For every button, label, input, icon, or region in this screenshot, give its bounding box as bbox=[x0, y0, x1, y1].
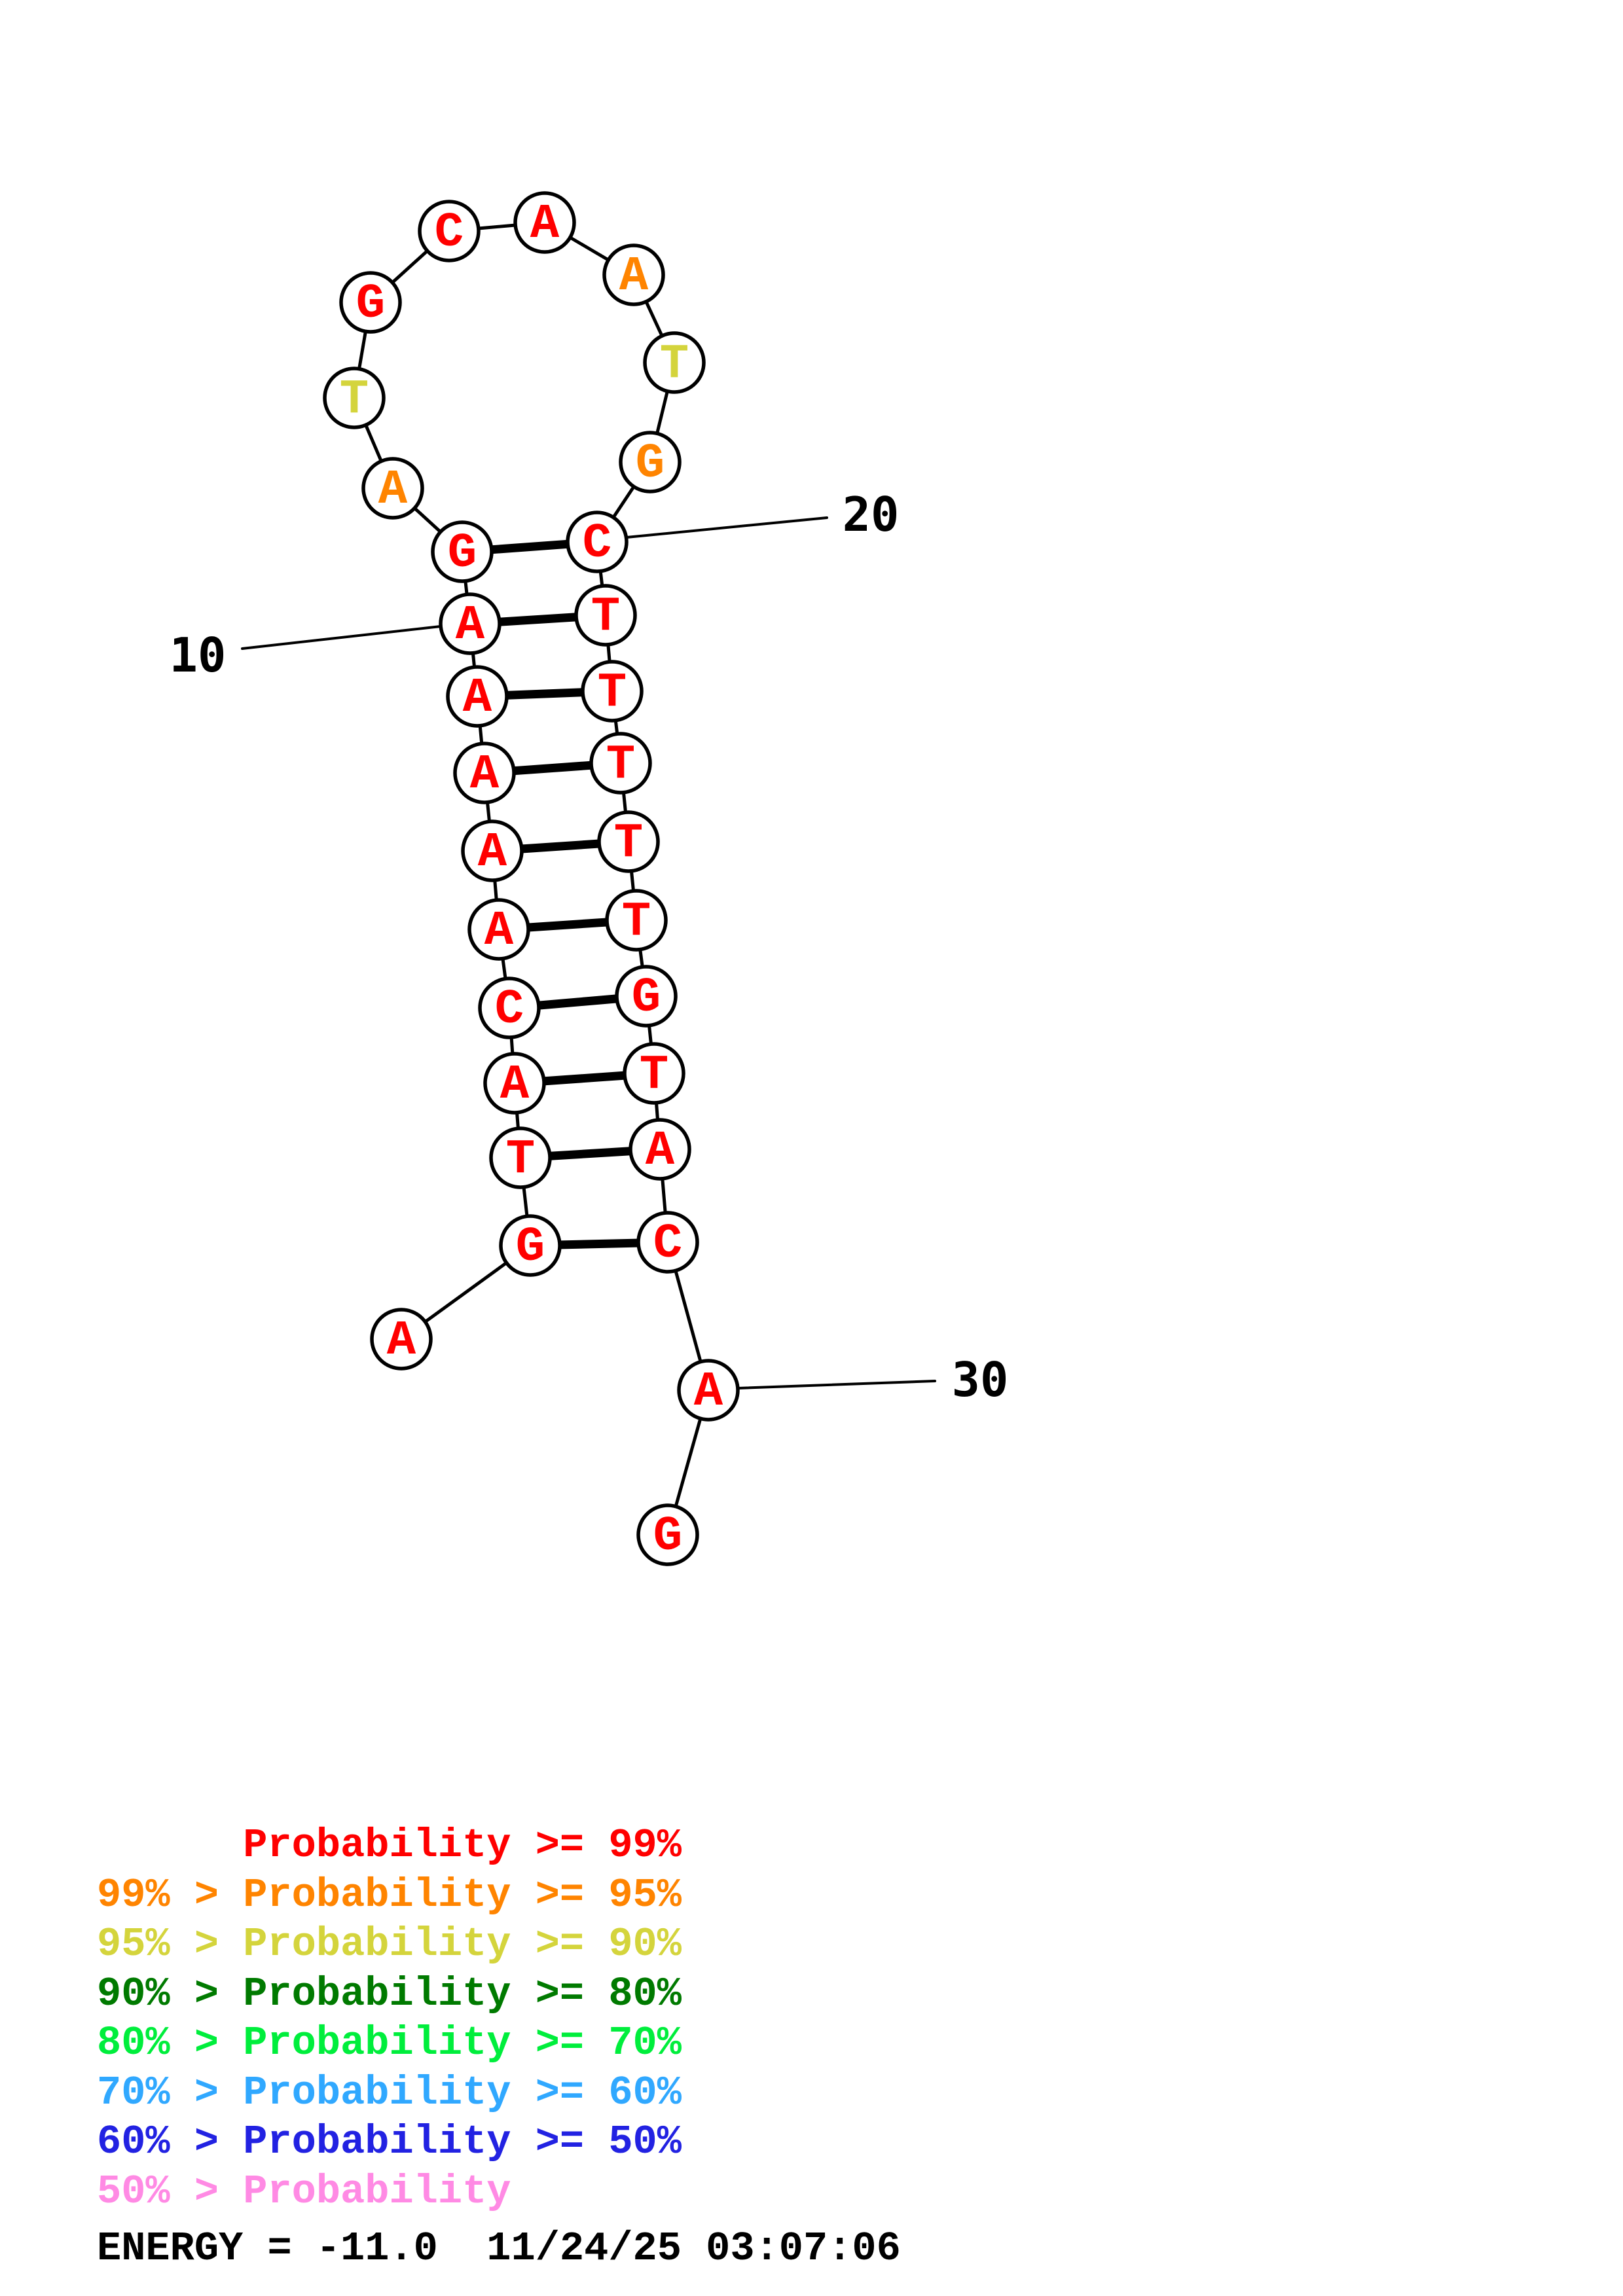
nucleotide-letter-28-A: A bbox=[646, 1124, 675, 1179]
nucleotide-letter-17-A: A bbox=[619, 249, 649, 304]
nucleotide-circle-18 bbox=[643, 331, 706, 394]
nucleotide-letter-8-A: A bbox=[470, 747, 500, 802]
nucleotide-letter-12-A: A bbox=[378, 463, 408, 518]
nucleotide-letter-3-T: T bbox=[506, 1132, 535, 1187]
legend-row-lt50: 50% > Probability bbox=[97, 2168, 511, 2215]
nucleotide-letter-11-G: G bbox=[448, 526, 477, 581]
nucleotide-letter-30-A: A bbox=[694, 1365, 723, 1420]
nucleotide-circle-26 bbox=[615, 965, 678, 1028]
nucleotide-circle-29 bbox=[636, 1211, 699, 1274]
position-label-20: 20 bbox=[843, 487, 900, 542]
nucleotide-letter-16-A: A bbox=[530, 197, 560, 252]
nucleotide-letter-2-G: G bbox=[516, 1220, 545, 1275]
nucleotide-letter-10-A: A bbox=[456, 598, 485, 653]
nucleotide-circle-21 bbox=[574, 584, 637, 647]
nucleotide-circle-8 bbox=[453, 742, 516, 804]
nucleotide-circle-20 bbox=[566, 511, 629, 573]
nucleotide-letter-27-T: T bbox=[640, 1048, 668, 1103]
position-labels: 10 20 30 bbox=[170, 487, 1009, 1407]
nucleotide-circle-5 bbox=[478, 977, 541, 1039]
nucleotide-circle-27 bbox=[623, 1042, 685, 1105]
energy-footer: ENERGY = -11.0 11/24/25 03:07:06 bbox=[97, 2225, 901, 2272]
nucleotide-circle-30 bbox=[677, 1359, 740, 1422]
position-leader-lines bbox=[241, 516, 936, 1390]
nucleotide-circle-11 bbox=[431, 520, 494, 583]
legend-row-p95: 99% > Probability >= 95% bbox=[97, 1871, 682, 1918]
nucleotide-circle-6 bbox=[467, 898, 530, 961]
nucleotide-circle-3 bbox=[489, 1126, 552, 1189]
nucleotide-circle-16 bbox=[513, 191, 576, 254]
legend-row-p60: 70% > Probability >= 60% bbox=[97, 2069, 682, 2116]
leader-line-30 bbox=[737, 1380, 936, 1390]
nucleotide-circle-15 bbox=[418, 200, 481, 262]
nucleotide-letter-20-C: C bbox=[583, 516, 611, 571]
nucleotide-letter-29-C: C bbox=[653, 1217, 682, 1272]
nucleotide-letter-24-T: T bbox=[614, 816, 643, 871]
legend-row-p90: 95% > Probability >= 90% bbox=[97, 1921, 682, 1967]
legend-row-p50: 60% > Probability >= 50% bbox=[97, 2119, 682, 2165]
nucleotide-circle-17 bbox=[602, 243, 665, 306]
nucleotide-letter-26-G: G bbox=[632, 971, 661, 1026]
nucleotide-circle-19 bbox=[619, 431, 682, 493]
nucleotide-circle-25 bbox=[605, 889, 668, 952]
nucleotide-circle-9 bbox=[446, 665, 509, 728]
position-label-30: 30 bbox=[952, 1352, 1009, 1407]
nucleotide-letter-25-T: T bbox=[622, 895, 651, 950]
nucleotide-letter-13-T: T bbox=[340, 372, 369, 427]
nucleotide-letter-1-A: A bbox=[387, 1314, 416, 1369]
nucleotide-circle-7 bbox=[461, 819, 524, 882]
nucleotide-letter-18-T: T bbox=[660, 337, 689, 392]
nucleotide-circle-31 bbox=[636, 1503, 699, 1566]
nucleotide-circle-10 bbox=[439, 592, 501, 655]
leader-line-20 bbox=[625, 516, 828, 539]
position-label-10: 10 bbox=[170, 628, 227, 683]
nucleotide-circle-22 bbox=[581, 660, 644, 723]
legend-row-p70: 80% > Probability >= 70% bbox=[97, 2020, 682, 2066]
nucleotide-letter-9-A: A bbox=[463, 671, 492, 726]
nucleotide-letter-14-G: G bbox=[356, 277, 385, 332]
nucleotide-letter-31-G: G bbox=[653, 1509, 682, 1564]
legend-row-p99: Probability >= 99% bbox=[97, 1822, 682, 1869]
nucleotide-circle-2 bbox=[499, 1214, 562, 1277]
nucleotide-circle-12 bbox=[361, 457, 424, 520]
nucleotide-letter-23-T: T bbox=[606, 738, 635, 793]
nucleotide-letter-21-T: T bbox=[591, 590, 620, 645]
nucleotide-circle-23 bbox=[589, 732, 652, 795]
nucleotide-letter-15-C: C bbox=[435, 206, 464, 260]
nucleotide-letter-7-A: A bbox=[478, 825, 507, 880]
probability-legend: Probability >= 99% 99% > Probability >= 9… bbox=[97, 1821, 682, 2216]
legend-row-p80: 90% > Probability >= 80% bbox=[97, 1970, 682, 2017]
nucleotide-circle-28 bbox=[629, 1118, 691, 1181]
nucleotide-letter-22-T: T bbox=[598, 666, 627, 721]
nucleotide-letter-4-A: A bbox=[500, 1058, 530, 1113]
nucleotide-letter-5-C: C bbox=[495, 982, 524, 1037]
nucleotide-circle-14 bbox=[339, 271, 402, 334]
nucleotide-circle-4 bbox=[483, 1052, 546, 1115]
nucleotide-circle-1 bbox=[370, 1308, 433, 1371]
nucleotide-letter-6-A: A bbox=[484, 904, 514, 959]
leader-line-10 bbox=[241, 625, 442, 650]
nucleotide-circle-24 bbox=[597, 810, 660, 873]
nucleotide-circles bbox=[323, 191, 740, 1566]
nucleotide-circle-13 bbox=[323, 367, 386, 429]
nucleotide-letter-19-G: G bbox=[636, 437, 665, 492]
